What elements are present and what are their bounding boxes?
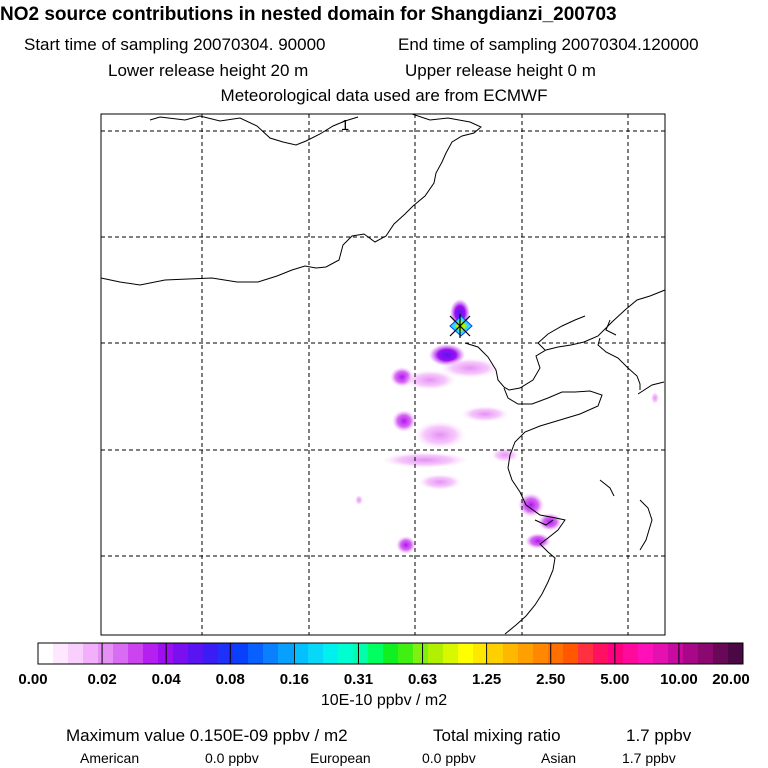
plume-blob (651, 392, 659, 404)
colorbar-swatch (683, 643, 699, 664)
colorbar-swatch (98, 643, 114, 664)
colorbar-swatch (143, 643, 159, 664)
colorbar-swatch (68, 643, 84, 664)
colorbar-swatch (248, 643, 264, 664)
colorbar-swatch (578, 643, 594, 664)
region-american-value: 0.0 ppbv (205, 750, 259, 766)
plume-blob (404, 370, 456, 390)
colorbar-swatch (473, 643, 489, 664)
plume-blob (418, 474, 462, 490)
colorbar-swatch (398, 643, 414, 664)
colorbar-tick-label: 10.00 (660, 671, 698, 688)
plume-blob (355, 495, 363, 505)
colorbar (37, 642, 744, 665)
colorbar-tick-label: 0.16 (280, 671, 309, 688)
colorbar-swatch (53, 643, 69, 664)
lat-lon-grid (101, 114, 665, 635)
colorbar-swatch (308, 643, 324, 664)
colorbar-swatch (563, 643, 579, 664)
region-asian-value: 1.7 ppbv (622, 750, 676, 766)
colorbar-tick-label: 1.25 (472, 671, 501, 688)
region-european-value: 0.0 ppbv (422, 750, 476, 766)
plume-blob (491, 448, 519, 462)
colorbar-swatch (518, 643, 534, 664)
colorbar-swatch (383, 643, 399, 664)
colorbar-tick-label: 20.00 (712, 671, 750, 688)
plume-blob (381, 452, 469, 468)
colorbar-swatch (443, 643, 459, 664)
map-frame (100, 113, 666, 636)
colorbar-swatch (263, 643, 279, 664)
plume-blob (518, 493, 544, 517)
region-asian-label: Asian (541, 750, 577, 766)
colorbar-tick-label: 2.50 (536, 671, 565, 688)
colorbar-swatch (593, 643, 609, 664)
upper-release-height: Upper release height 0 m (405, 61, 596, 80)
colorbar-swatch (233, 643, 249, 664)
colorbar-swatch (128, 643, 144, 664)
colorbar-swatch (548, 643, 564, 664)
colorbar-swatch (38, 643, 54, 664)
end-time: End time of sampling 20070304.120000 (398, 35, 699, 54)
plume-blob (525, 533, 551, 549)
colorbar-tick-label: 0.04 (152, 671, 182, 688)
colorbar-swatch (353, 643, 369, 664)
coastlines (100, 113, 666, 635)
colorbar-tick-label: 0.31 (344, 671, 373, 688)
colorbar-swatch (503, 643, 519, 664)
colorbar-swatch (413, 643, 429, 664)
plume-blob (396, 536, 416, 554)
colorbar-swatch (293, 643, 309, 664)
colorbar-swatch (83, 643, 99, 664)
plume-blob (414, 421, 466, 449)
colorbar-swatch (638, 643, 654, 664)
colorbar-swatch (458, 643, 474, 664)
colorbar-swatch (173, 643, 189, 664)
colorbar-swatch (278, 643, 294, 664)
colorbar-unit: 10E-10 ppbv / m2 (320, 692, 448, 709)
colorbar-swatch (488, 643, 504, 664)
colorbar-swatch (698, 643, 714, 664)
meteorological-source: Meteorological data used are from ECMWF (220, 86, 548, 105)
colorbar-swatch (608, 643, 624, 664)
total-mixing-ratio-value: 1.7 ppbv (626, 726, 692, 745)
concentration-field (355, 299, 659, 554)
maximum-value: Maximum value 0.150E-09 ppbv / m2 (66, 726, 348, 745)
colorbar-swatch (533, 643, 549, 664)
colorbar-swatch (188, 643, 204, 664)
plume-blob (461, 406, 509, 422)
colorbar-swatch (623, 643, 639, 664)
colorbar-ticks: 0.00 0.02 0.04 0.08 0.16 0.31 0.63 1.25 2.50 5.00… (18, 643, 750, 688)
colorbar-swatch (713, 643, 729, 664)
plume-blob (392, 410, 416, 432)
colorbar-swatch (668, 643, 684, 664)
colorbar-tick-label: 0.02 (87, 671, 116, 688)
colorbar-swatch (323, 643, 339, 664)
colorbar-tick-label: 0.00 (18, 671, 47, 688)
lower-release-height: Lower release height 20 m (108, 61, 309, 80)
colorbar-swatch (113, 643, 129, 664)
plume-blob (440, 358, 500, 378)
colorbar-swatch (218, 643, 234, 664)
colorbar-swatch (728, 643, 744, 664)
total-mixing-ratio-label: Total mixing ratio (433, 726, 561, 745)
start-time: Start time of sampling 20070304. 90000 (24, 35, 326, 54)
colorbar-tick-label: 0.63 (408, 671, 437, 688)
colorbar-tick-label: 0.08 (216, 671, 245, 688)
colorbar-swatch (203, 643, 219, 664)
colorbar-swatch (653, 643, 669, 664)
colorbar-swatch (338, 643, 354, 664)
receptor-marker (449, 314, 473, 338)
chart-title: NO2 source contributions in nested domai… (0, 4, 617, 25)
colorbar-swatch (428, 643, 444, 664)
colorbar-swatch (368, 643, 384, 664)
colorbar-tick-label: 5.00 (600, 671, 629, 688)
region-european-label: European (310, 750, 371, 766)
region-american-label: American (80, 750, 140, 766)
map-marker-label: 1 (341, 117, 349, 134)
